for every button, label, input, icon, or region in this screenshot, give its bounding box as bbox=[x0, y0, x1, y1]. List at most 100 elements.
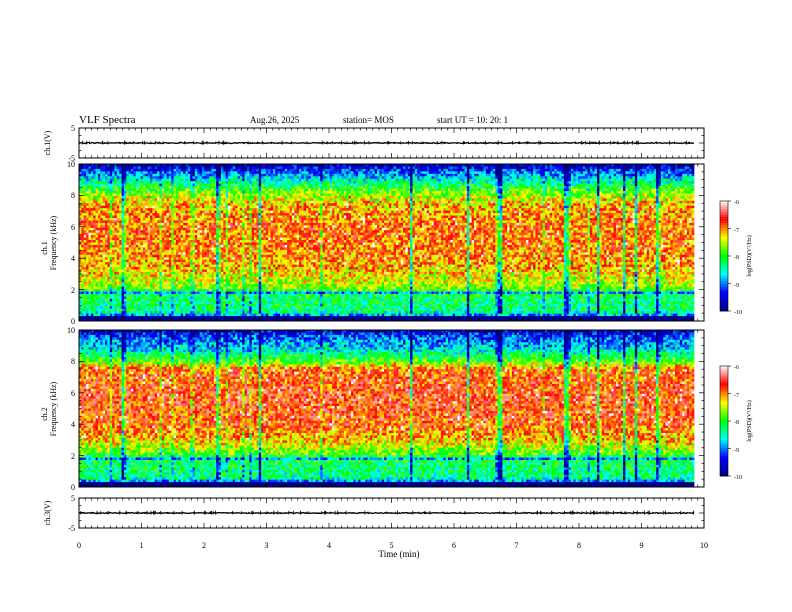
spectrogram-cell bbox=[81, 267, 84, 270]
spectrogram-cell bbox=[96, 211, 99, 214]
spectrogram-cell bbox=[98, 193, 101, 196]
spectrogram-cell bbox=[105, 186, 108, 189]
spectrogram-cell bbox=[84, 198, 87, 201]
spectrogram-cell bbox=[110, 243, 113, 246]
spectrogram-cell bbox=[105, 287, 108, 290]
spectrogram-cell bbox=[96, 238, 99, 241]
spectrogram-cell bbox=[88, 311, 91, 314]
spectrogram-cell bbox=[103, 235, 106, 238]
spectrogram-cell bbox=[96, 198, 99, 201]
spectrogram-cell bbox=[86, 238, 89, 241]
spectrogram-cell bbox=[119, 287, 122, 290]
spectrogram-cell bbox=[107, 218, 110, 221]
spectrogram-cell bbox=[84, 191, 87, 194]
spectrogram-cell bbox=[117, 193, 120, 196]
spectrogram-cell bbox=[88, 277, 91, 280]
spectrogram-cell bbox=[119, 274, 122, 277]
spectrogram-cell bbox=[91, 292, 94, 295]
spectrogram-cell bbox=[117, 309, 120, 312]
spectrogram-cell bbox=[86, 314, 89, 317]
spectrogram-cell bbox=[88, 257, 91, 260]
spectrogram-cell bbox=[112, 279, 115, 282]
spectrogram-cell bbox=[100, 191, 103, 194]
spectrogram-cell bbox=[88, 289, 91, 292]
spectrogram-cell bbox=[122, 206, 125, 209]
spectrogram-cell bbox=[119, 201, 122, 204]
spectrogram-cell bbox=[112, 274, 115, 277]
spectrogram-cell bbox=[110, 213, 113, 216]
spectrogram-cell bbox=[93, 203, 96, 206]
spectrogram-cell bbox=[91, 277, 94, 280]
spectrogram-cell bbox=[88, 198, 91, 201]
spectrogram-cell bbox=[105, 269, 108, 272]
spectrogram-cell bbox=[103, 166, 106, 169]
spectrogram-cell bbox=[114, 216, 117, 219]
spectrogram-cell bbox=[86, 274, 89, 277]
spectrogram-cell bbox=[112, 193, 115, 196]
spectrogram-cell bbox=[100, 274, 103, 277]
spectrogram-cell bbox=[88, 255, 91, 258]
spectrogram-cell bbox=[91, 299, 94, 302]
spectrogram-cell bbox=[114, 284, 117, 287]
spectrogram-cell bbox=[112, 174, 115, 177]
spectrogram-cell bbox=[98, 265, 101, 268]
spectrogram-cell bbox=[96, 189, 99, 192]
spectrogram-cell bbox=[110, 274, 113, 277]
spectrogram-cell bbox=[98, 309, 101, 312]
spectrogram-cell bbox=[96, 196, 99, 199]
spectrogram-cell bbox=[110, 171, 113, 174]
spectrogram-cell bbox=[117, 282, 120, 285]
spectrogram-cell bbox=[114, 203, 117, 206]
spectrogram-cell bbox=[114, 252, 117, 255]
spectrogram-cell bbox=[117, 240, 120, 243]
spectrogram-cell bbox=[112, 179, 115, 182]
spectrogram-cell bbox=[112, 314, 115, 317]
spectrogram-cell bbox=[103, 260, 106, 263]
spectrogram-cell bbox=[114, 277, 117, 280]
spectrogram-cell bbox=[84, 252, 87, 255]
spectrogram-cell bbox=[86, 267, 89, 270]
spectrogram-cell bbox=[105, 316, 108, 319]
spectrogram-cell bbox=[86, 220, 89, 223]
spectrogram-cell bbox=[93, 269, 96, 272]
spectrogram-cell bbox=[91, 218, 94, 221]
spectrogram-cell bbox=[117, 274, 120, 277]
spectrogram-cell bbox=[119, 225, 122, 228]
spectrogram-cell bbox=[119, 262, 122, 265]
spectrogram-cell bbox=[98, 228, 101, 231]
spectrogram-cell bbox=[96, 169, 99, 172]
spectrogram-cell bbox=[86, 284, 89, 287]
spectrogram-cell bbox=[107, 228, 110, 231]
spectrogram-cell bbox=[119, 284, 122, 287]
spectrogram-cell bbox=[119, 206, 122, 209]
spectrogram-cell bbox=[86, 250, 89, 253]
spectrogram-cell bbox=[96, 299, 99, 302]
spectrogram-cell bbox=[105, 255, 108, 258]
spectrogram-cell bbox=[96, 309, 99, 312]
spectrogram-cell bbox=[105, 247, 108, 250]
spectrogram-cell bbox=[86, 299, 89, 302]
spectrogram-cell bbox=[122, 189, 125, 192]
spectrogram-cell bbox=[98, 196, 101, 199]
spectrogram-cell bbox=[110, 181, 113, 184]
spectrogram-cell bbox=[96, 230, 99, 233]
spectrogram-cell bbox=[96, 208, 99, 211]
spectrogram-cell bbox=[84, 235, 87, 238]
spectrogram-cell bbox=[96, 228, 99, 231]
spectrogram-cell bbox=[105, 223, 108, 226]
spectrogram-cell bbox=[122, 233, 125, 236]
spectrogram-cell bbox=[93, 233, 96, 236]
spectrogram-cell bbox=[110, 311, 113, 314]
spectrogram-cell bbox=[91, 203, 94, 206]
spectrogram-cell bbox=[81, 201, 84, 204]
spectrogram-cell bbox=[117, 279, 120, 282]
spectrogram-cell bbox=[100, 282, 103, 285]
spectrogram-cell bbox=[103, 311, 106, 314]
spectrogram-cell bbox=[103, 287, 106, 290]
spectrogram-cell bbox=[114, 262, 117, 265]
spectrogram-cell bbox=[96, 186, 99, 189]
spectrogram-cell bbox=[119, 309, 122, 312]
spectrogram-cell bbox=[103, 316, 106, 319]
spectrogram-cell bbox=[100, 203, 103, 206]
spectrogram-cell bbox=[91, 220, 94, 223]
